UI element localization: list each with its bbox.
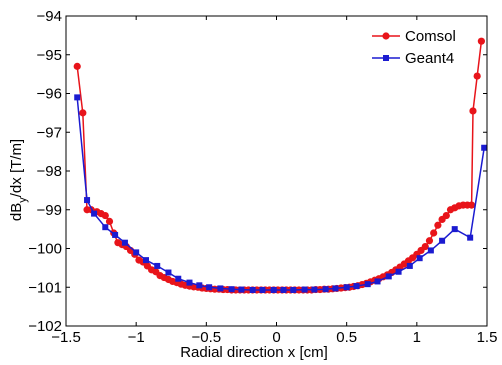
data-point <box>280 286 287 293</box>
x-axis-label: Radial direction x [cm] <box>180 344 328 361</box>
y-tick-label: −97 <box>37 124 62 141</box>
legend-marker <box>383 55 389 61</box>
x-tick-label: 1.5 <box>477 329 498 346</box>
x-tick-label: 1 <box>413 329 421 346</box>
legend-item: Comsol <box>372 28 456 45</box>
data-point <box>442 211 450 220</box>
data-point <box>469 107 477 115</box>
data-point <box>364 281 371 288</box>
data-point <box>374 278 381 285</box>
data-point <box>425 237 434 245</box>
data-point <box>105 217 114 225</box>
data-point <box>473 72 481 80</box>
y-tick-label: −99 <box>37 202 62 219</box>
data-point <box>270 286 277 293</box>
data-point <box>84 197 91 204</box>
data-point <box>133 249 140 256</box>
x-tick-label: −1 <box>128 329 145 346</box>
data-point <box>73 62 81 70</box>
data-point <box>206 284 213 291</box>
data-point <box>311 286 318 293</box>
legend-item: Geant4 <box>372 50 454 67</box>
data-point <box>301 286 308 293</box>
y-tick-label: −102 <box>28 318 62 335</box>
x-tick-label: 0.5 <box>336 329 357 346</box>
data-point <box>477 37 485 45</box>
data-point <box>102 224 109 231</box>
data-point <box>481 144 488 151</box>
y-tick-label: −101 <box>28 279 62 296</box>
data-point <box>154 262 161 269</box>
data-point <box>406 262 413 269</box>
y-tick-label: −96 <box>37 86 62 103</box>
data-point <box>142 257 149 264</box>
data-point <box>101 211 109 220</box>
data-point <box>196 282 203 289</box>
data-point <box>343 284 350 291</box>
data-point <box>416 255 423 262</box>
data-point <box>186 279 193 286</box>
y-tick-label: −98 <box>37 163 62 180</box>
data-point <box>249 286 256 293</box>
data-point <box>259 286 266 293</box>
data-point <box>228 286 235 293</box>
data-point <box>175 275 182 282</box>
x-tick-label: −0.5 <box>192 329 222 346</box>
data-point <box>434 221 442 229</box>
data-point <box>385 273 392 280</box>
legend-label: Geant4 <box>405 50 454 67</box>
series-geant4 <box>74 94 488 293</box>
data-point <box>112 231 119 238</box>
data-point <box>165 269 172 276</box>
y-tick-label: −94 <box>37 8 62 25</box>
data-point <box>439 237 446 244</box>
data-point <box>322 286 329 293</box>
data-point <box>427 247 434 254</box>
data-point <box>332 285 339 292</box>
data-point <box>79 109 87 117</box>
data-point <box>421 242 429 251</box>
legend-label: Comsol <box>405 28 456 45</box>
data-point <box>451 226 458 233</box>
data-point <box>467 234 474 241</box>
y-axis-label: dBy/dx [T/m] <box>8 139 29 221</box>
data-point <box>430 229 438 237</box>
x-tick-label: 0 <box>272 329 280 346</box>
legend-marker <box>382 32 390 40</box>
y-tick-label: −95 <box>37 47 62 64</box>
legend: Comsol Geant4 <box>372 28 456 67</box>
data-point <box>395 268 402 275</box>
x-tick-label: −1.5 <box>51 329 81 346</box>
data-point <box>91 210 98 217</box>
data-point <box>238 286 245 293</box>
data-point <box>467 201 476 209</box>
data-point <box>353 283 360 290</box>
data-point <box>217 285 224 292</box>
data-point <box>74 94 81 101</box>
data-point <box>290 286 297 293</box>
y-tick-label: −100 <box>28 241 62 258</box>
data-point <box>121 239 128 246</box>
